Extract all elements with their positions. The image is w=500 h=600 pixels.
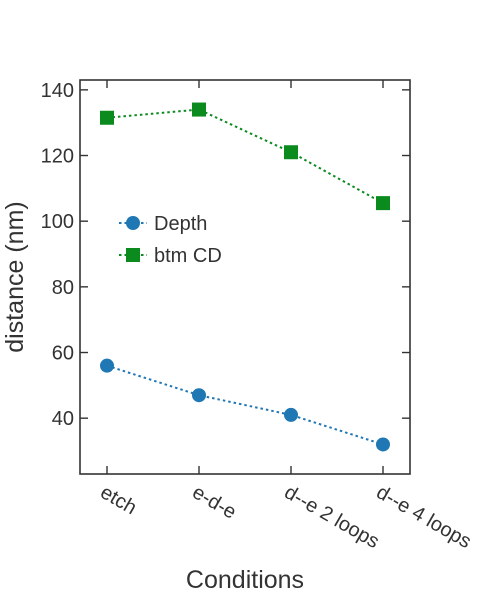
- legend: Depth btm CD: [119, 213, 222, 267]
- series-line: [106, 108, 384, 205]
- data-point: [100, 358, 114, 373]
- legend-label: Depth: [154, 213, 207, 235]
- y-tick-label: 100: [41, 211, 74, 233]
- y-tick-label: 40: [52, 408, 74, 430]
- y-tick-label: 120: [41, 146, 74, 168]
- y-tick-label: 60: [52, 343, 74, 365]
- x-tick-label: d--e 2 loops: [281, 481, 383, 553]
- y-tick-label: 80: [52, 277, 74, 299]
- data-point: [284, 407, 298, 422]
- y-tick-label: 140: [41, 80, 74, 102]
- y-axis: 40 60 80 100 120 140: [41, 80, 410, 430]
- legend-marker: [126, 248, 140, 262]
- y-axis-label: distance (nm): [1, 201, 29, 352]
- x-tick-label: d--e 4 loops: [373, 481, 475, 553]
- x-tick-label: etch: [97, 481, 141, 519]
- legend-label: btm CD: [154, 245, 222, 267]
- x-tick-label: e-d-e: [189, 481, 240, 523]
- plot-frame: [79, 79, 411, 475]
- legend-marker: [126, 216, 140, 230]
- series-line: [106, 364, 384, 446]
- data-point: [376, 437, 390, 452]
- series-layer: [100, 102, 390, 452]
- x-axis-label: Conditions: [186, 566, 304, 594]
- data-point: [376, 196, 390, 211]
- data-point: [100, 110, 114, 125]
- data-point: [192, 388, 206, 403]
- data-point: [192, 102, 206, 117]
- data-point: [284, 145, 298, 160]
